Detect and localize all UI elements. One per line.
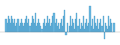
Bar xyxy=(70,16,71,32)
Bar xyxy=(76,13,77,32)
Bar xyxy=(25,19,26,32)
Bar xyxy=(101,26,103,32)
Bar xyxy=(29,26,31,32)
Bar xyxy=(16,22,17,32)
Bar xyxy=(41,29,43,32)
Bar xyxy=(45,26,46,32)
Bar xyxy=(61,19,62,32)
Bar xyxy=(93,29,94,32)
Bar xyxy=(104,32,105,39)
Bar xyxy=(8,16,9,32)
Bar xyxy=(62,26,63,32)
Bar xyxy=(103,16,104,32)
Bar xyxy=(15,26,16,32)
Bar xyxy=(64,10,65,32)
Bar xyxy=(12,19,13,32)
Bar xyxy=(28,19,29,32)
Bar xyxy=(47,16,48,32)
Bar xyxy=(108,16,109,32)
Bar xyxy=(49,19,50,32)
Bar xyxy=(107,29,108,32)
Bar xyxy=(92,19,93,32)
Bar xyxy=(96,26,97,32)
Bar xyxy=(13,22,14,32)
Bar xyxy=(80,29,81,32)
Bar xyxy=(55,22,56,32)
Bar xyxy=(111,22,112,32)
Bar xyxy=(53,13,55,32)
Bar xyxy=(32,16,33,32)
Bar xyxy=(20,22,21,32)
Bar xyxy=(46,22,47,32)
Bar xyxy=(97,19,98,32)
Bar xyxy=(17,19,19,32)
Bar xyxy=(77,26,79,32)
Bar xyxy=(5,19,7,32)
Bar xyxy=(50,26,51,32)
Bar xyxy=(43,22,44,32)
Bar xyxy=(94,16,95,32)
Bar xyxy=(88,22,89,32)
Bar xyxy=(106,26,107,32)
Bar xyxy=(39,22,40,32)
Bar xyxy=(95,22,96,32)
Bar xyxy=(71,26,72,32)
Bar xyxy=(44,19,45,32)
Bar xyxy=(36,26,37,32)
Bar xyxy=(52,16,53,32)
Bar xyxy=(89,6,91,32)
Bar xyxy=(23,26,24,32)
Bar xyxy=(81,22,82,32)
Bar xyxy=(58,22,59,32)
Bar xyxy=(83,16,84,32)
Bar xyxy=(85,22,86,32)
Bar xyxy=(56,19,57,32)
Bar xyxy=(9,19,10,32)
Bar xyxy=(35,13,36,32)
Bar xyxy=(100,19,101,32)
Bar xyxy=(113,22,115,32)
Bar xyxy=(60,22,61,32)
Bar xyxy=(75,19,76,32)
Bar xyxy=(69,26,70,32)
Bar xyxy=(14,19,15,32)
Bar xyxy=(19,26,20,32)
Bar xyxy=(10,22,11,32)
Bar xyxy=(27,22,28,32)
Bar xyxy=(34,22,35,32)
Bar xyxy=(82,26,83,32)
Bar xyxy=(109,26,110,32)
Bar xyxy=(48,22,49,32)
Bar xyxy=(31,22,32,32)
Bar xyxy=(7,22,8,32)
Bar xyxy=(37,22,38,32)
Bar xyxy=(91,26,92,32)
Bar xyxy=(86,19,87,32)
Bar xyxy=(33,19,34,32)
Bar xyxy=(11,16,12,32)
Bar xyxy=(105,22,106,32)
Bar xyxy=(57,26,58,32)
Bar xyxy=(40,26,41,32)
Bar xyxy=(84,29,85,32)
Bar xyxy=(87,26,88,32)
Bar xyxy=(59,29,60,32)
Bar xyxy=(72,19,73,32)
Bar xyxy=(38,19,39,32)
Bar xyxy=(51,22,52,32)
Bar xyxy=(99,22,100,32)
Bar xyxy=(79,19,80,32)
Bar xyxy=(63,16,64,32)
Bar xyxy=(24,22,25,32)
Bar xyxy=(65,32,67,35)
Bar xyxy=(110,19,111,32)
Bar xyxy=(98,29,99,32)
Bar xyxy=(73,22,74,32)
Bar xyxy=(26,16,27,32)
Bar xyxy=(22,22,23,32)
Bar xyxy=(21,19,22,32)
Bar xyxy=(74,29,75,32)
Bar xyxy=(67,22,68,32)
